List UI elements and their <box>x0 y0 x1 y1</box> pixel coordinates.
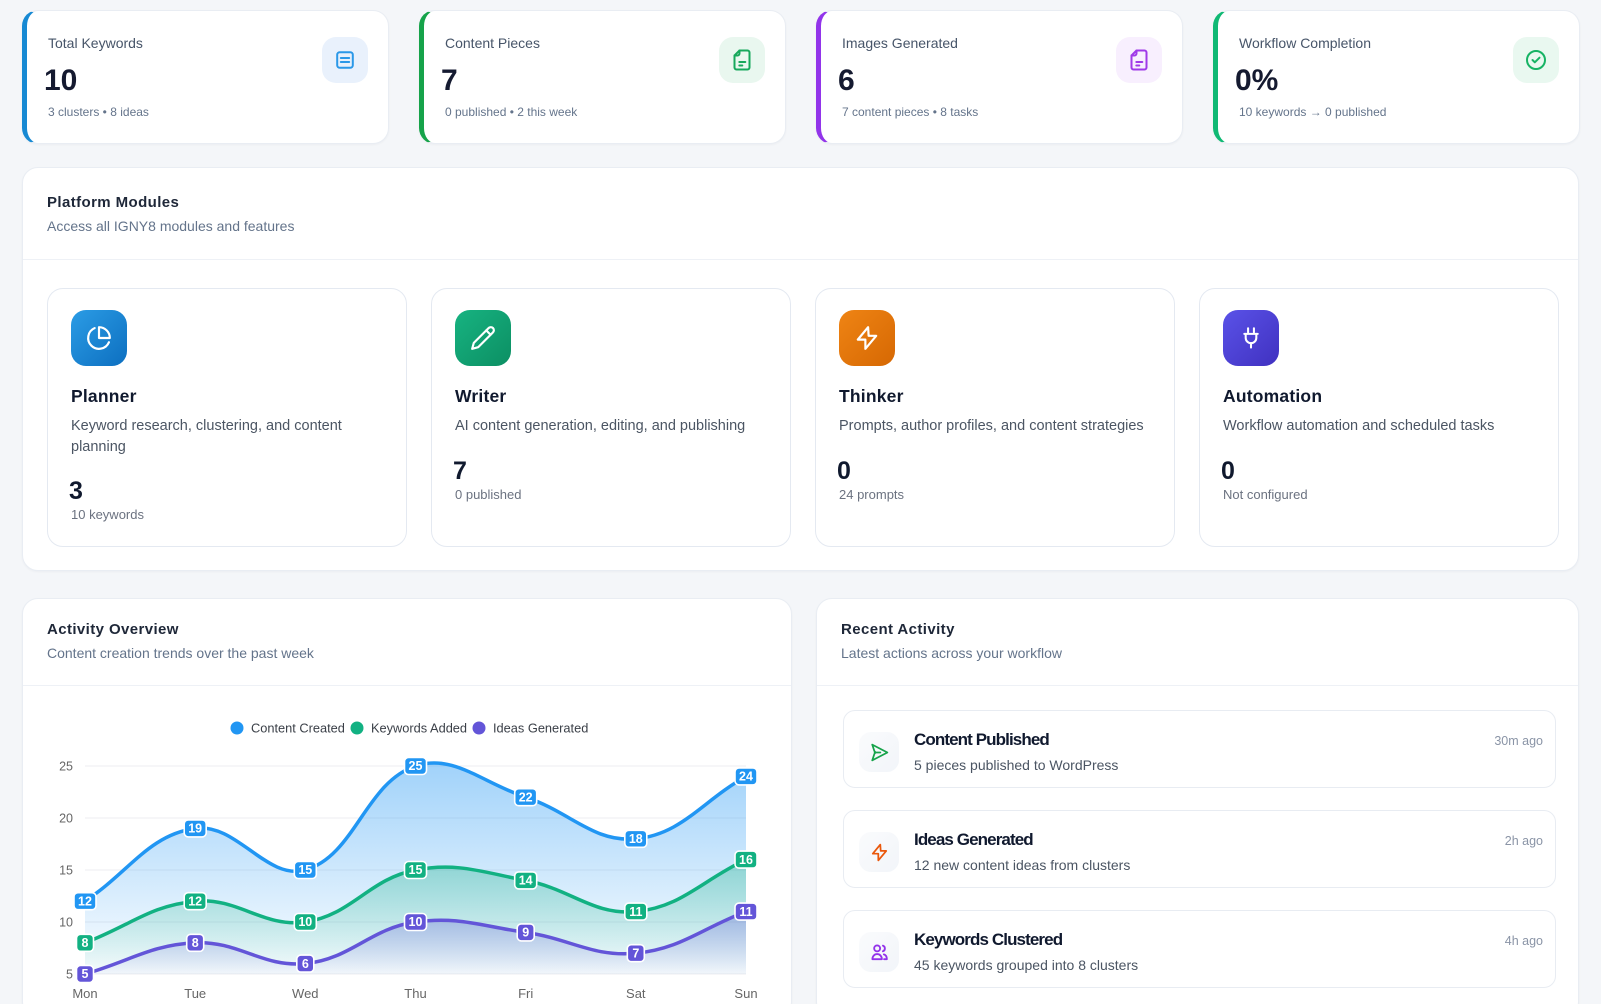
svg-text:6: 6 <box>302 957 309 971</box>
svg-text:10: 10 <box>59 916 73 930</box>
svg-text:12: 12 <box>78 894 92 908</box>
svg-text:9: 9 <box>522 926 529 940</box>
svg-text:7: 7 <box>632 946 639 960</box>
svg-text:Content Created: Content Created <box>251 721 345 736</box>
svg-text:Wed: Wed <box>292 986 319 1001</box>
svg-text:8: 8 <box>82 936 89 950</box>
svg-text:24: 24 <box>739 770 753 784</box>
svg-text:Mon: Mon <box>72 986 97 1001</box>
svg-text:25: 25 <box>59 760 73 774</box>
svg-text:15: 15 <box>409 863 423 877</box>
svg-text:Sat: Sat <box>626 986 646 1001</box>
svg-text:18: 18 <box>629 832 643 846</box>
svg-text:16: 16 <box>739 853 753 867</box>
svg-text:Fri: Fri <box>518 986 533 1001</box>
svg-text:25: 25 <box>409 759 423 773</box>
svg-text:Tue: Tue <box>184 986 206 1001</box>
svg-text:15: 15 <box>59 864 73 878</box>
svg-text:Sun: Sun <box>734 986 757 1001</box>
svg-text:10: 10 <box>409 915 423 929</box>
svg-text:12: 12 <box>188 894 202 908</box>
svg-text:10: 10 <box>298 915 312 929</box>
svg-text:15: 15 <box>298 863 312 877</box>
svg-text:5: 5 <box>66 968 73 982</box>
svg-text:8: 8 <box>192 936 199 950</box>
svg-text:Keywords Added: Keywords Added <box>371 721 467 736</box>
svg-text:11: 11 <box>739 905 752 919</box>
svg-text:Thu: Thu <box>404 986 426 1001</box>
svg-text:19: 19 <box>188 822 202 836</box>
svg-text:Ideas Generated: Ideas Generated <box>493 721 588 736</box>
svg-text:14: 14 <box>519 874 533 888</box>
svg-text:11: 11 <box>629 905 642 919</box>
svg-text:5: 5 <box>82 967 89 981</box>
svg-text:20: 20 <box>59 812 73 826</box>
svg-text:22: 22 <box>519 790 533 804</box>
